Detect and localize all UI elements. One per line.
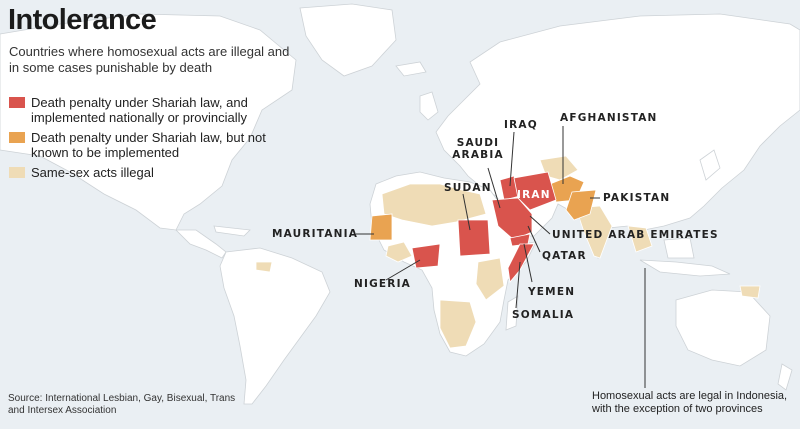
leader-somalia	[515, 261, 521, 309]
country-label-iran: IRAN	[517, 189, 551, 201]
land-borneo	[663, 237, 695, 259]
country-label-saudi-arabia: SAUDI ARABIA	[452, 137, 504, 161]
country-label-mauritania: MAURITANIA	[272, 228, 359, 240]
legend-swatch-red	[9, 97, 25, 108]
death-penalty-implemented-regions	[411, 171, 557, 283]
legend-label: Death penalty under Shariah law, and imp…	[31, 95, 248, 125]
legend-swatch-orange	[9, 132, 25, 143]
death-penalty-not-implemented-regions	[369, 175, 597, 241]
land-australia	[675, 289, 771, 367]
leader-qatar	[527, 225, 541, 253]
region-india	[575, 205, 613, 259]
country-label-sudan: SUDAN	[444, 182, 492, 194]
country-label-yemen: YEMEN	[528, 286, 576, 298]
legend-item-death-penalty-not-implemented: Death penalty under Shariah law, but not…	[9, 130, 299, 160]
country-label-qatar: QATAR	[542, 250, 587, 262]
legend: Death penalty under Shariah law, and imp…	[9, 95, 299, 185]
leader-nigeria	[385, 259, 421, 281]
region-caribbean	[255, 261, 273, 273]
legend-swatch-beige	[9, 167, 25, 178]
land-greenland	[299, 3, 397, 77]
legend-label: Same-sex acts illegal	[31, 165, 154, 180]
region-sudan	[457, 219, 491, 257]
land-north-america	[0, 13, 297, 231]
page-title: Intolerance	[8, 4, 157, 36]
land-japan	[699, 149, 721, 181]
land-iceland	[395, 61, 427, 77]
same-sex-acts-illegal-regions	[255, 155, 761, 349]
subtitle: Countries where homosexual acts are ille…	[9, 44, 290, 75]
region-mauritania	[369, 213, 393, 241]
indonesia-note: Homosexual acts are legal in Indonesia, …	[592, 390, 788, 415]
legend-item-death-penalty-implemented: Death penalty under Shariah law, and imp…	[9, 95, 299, 125]
country-label-somalia: SOMALIA	[512, 309, 575, 321]
region-southern-africa	[439, 299, 477, 349]
region-west-africa	[385, 241, 413, 263]
leader-yemen	[523, 243, 533, 283]
legend-label: Death penalty under Shariah law, but not…	[31, 130, 266, 160]
country-label-pakistan: PAKISTAN	[603, 192, 671, 204]
region-north-africa	[381, 183, 487, 227]
country-label-uae: UNITED ARAB EMIRATES	[552, 229, 719, 241]
country-label-afghanistan: AFGHANISTAN	[560, 112, 658, 124]
region-iran	[513, 171, 557, 211]
leader-saudi-arabia	[487, 167, 501, 209]
region-pakistan	[565, 189, 597, 221]
land-indonesia	[639, 259, 731, 277]
land-madagascar	[505, 295, 519, 331]
region-southeast-asia	[627, 225, 653, 253]
land-cuba	[213, 225, 251, 237]
land-new-zealand	[777, 363, 793, 391]
source-note: Source: International Lesbian, Gay, Bise…	[8, 393, 236, 416]
country-label-iraq: IRAQ	[504, 119, 538, 131]
leader-iraq	[509, 131, 515, 187]
land-south-america	[219, 247, 331, 405]
country-label-nigeria: NIGERIA	[354, 278, 412, 290]
leader-uae	[529, 215, 551, 235]
region-east-africa	[475, 257, 505, 301]
land-uk	[419, 91, 439, 121]
region-saudi-arabia	[491, 197, 533, 241]
legend-item-same-sex-illegal: Same-sex acts illegal	[9, 165, 299, 180]
land-central-america	[175, 229, 227, 259]
region-somalia	[507, 243, 535, 283]
label-leader-lines	[356, 126, 646, 388]
region-nigeria	[411, 243, 441, 269]
region-south-pacific	[739, 285, 761, 299]
leader-sudan	[462, 193, 471, 231]
